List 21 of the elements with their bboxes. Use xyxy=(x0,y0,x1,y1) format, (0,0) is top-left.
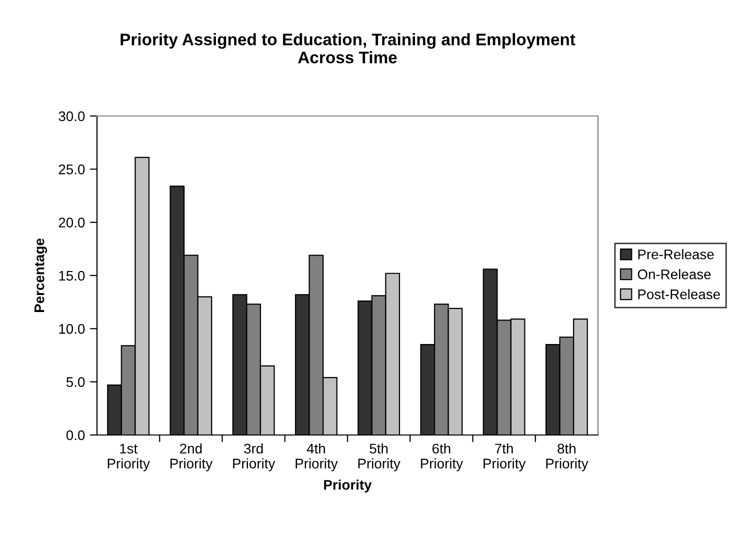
x-tick-label: 4th Priority xyxy=(296,443,338,472)
y-tick-label: 20.0 xyxy=(58,218,85,228)
y-tick-label: 10.0 xyxy=(59,324,85,334)
legend-label: On-Release xyxy=(638,269,711,280)
y-axis-title: Percentage xyxy=(34,238,48,312)
y-tick-label: 0.0 xyxy=(66,430,85,440)
y-tick-label: 15.0 xyxy=(59,270,85,281)
x-tick-label: 8th Priority xyxy=(546,443,588,472)
legend-label: Post-Release xyxy=(638,289,720,300)
x-tick-label: 6th Priority xyxy=(420,443,464,472)
chart-title: Priority Assigned to Education, Training and Employment Across Time xyxy=(120,33,576,64)
x-tick-label: 2nd Priority xyxy=(170,443,213,472)
x-tick-label: 1st Priority xyxy=(108,444,150,472)
x-tick-label: 5th Priority xyxy=(358,443,400,472)
y-tick-label: 30.0 xyxy=(58,111,85,122)
legend-label: Pre-Release xyxy=(638,249,714,260)
x-axis-title: Priority xyxy=(324,480,372,493)
x-tick-label: 3rd Priority xyxy=(233,443,276,472)
x-tick-label: 7th Priority xyxy=(484,443,526,472)
y-tick-label: 5.0 xyxy=(66,377,85,388)
y-tick-label: 25.0 xyxy=(58,164,85,174)
